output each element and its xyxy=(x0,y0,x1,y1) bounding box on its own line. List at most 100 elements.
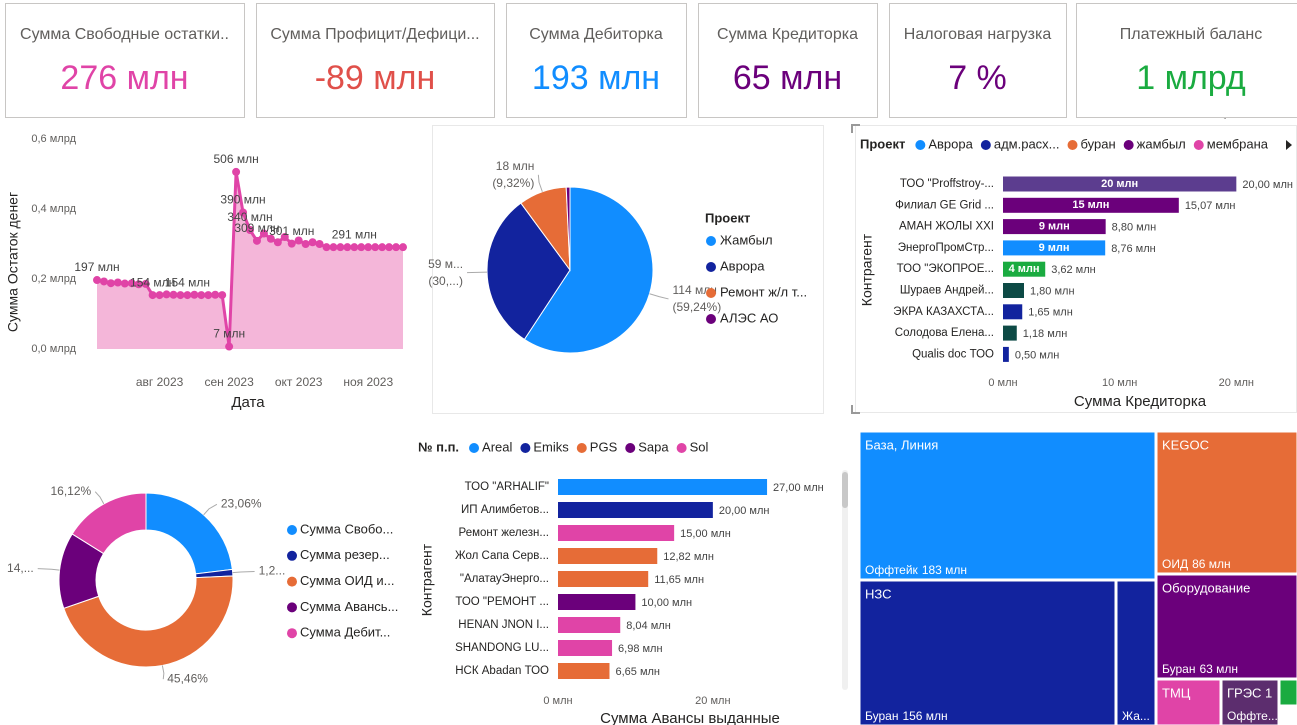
card-title: Сумма Свободные остатки.. xyxy=(20,26,229,43)
bar xyxy=(1003,176,1237,192)
point xyxy=(294,236,303,245)
legend-marker xyxy=(706,288,716,298)
data-label: 10,00 млн xyxy=(641,597,692,609)
point xyxy=(266,234,275,243)
legend-marker xyxy=(676,443,687,453)
point xyxy=(239,208,248,217)
legend-marker xyxy=(520,443,531,453)
card-title: Сумма Дебиторка xyxy=(529,26,663,43)
data-label-percent: (9,32%) xyxy=(492,176,534,190)
card-title: Налоговая нагрузка xyxy=(904,26,1052,43)
bar xyxy=(558,525,675,541)
leader-line xyxy=(537,174,543,192)
data-label: 15,07 млн xyxy=(1185,200,1236,212)
card-frame xyxy=(5,3,245,118)
selection-corners xyxy=(851,124,860,414)
point xyxy=(134,280,143,289)
point xyxy=(343,243,352,252)
point xyxy=(141,279,150,288)
category-label: АМАН ЖОЛЫ XXI xyxy=(899,221,994,233)
bar-inner-label: 15 млн xyxy=(1072,199,1109,211)
point xyxy=(190,290,199,299)
data-label: 301 млн xyxy=(269,224,314,238)
data-label: 14,... xyxy=(7,561,34,575)
category-label: ТОО "Proffstroy-... xyxy=(900,178,994,190)
tile-name: Буран xyxy=(1162,662,1195,676)
card-title: Сумма Профицит/Дефици... xyxy=(270,26,479,43)
x-tick-label: 0 млн xyxy=(543,695,572,707)
card-frame xyxy=(256,3,495,118)
point xyxy=(218,291,227,300)
data-label: 1,18 млн xyxy=(1023,328,1068,340)
tile-label: Жа... xyxy=(1122,709,1150,723)
legend-marker xyxy=(287,525,297,535)
legend-label: Сумма резер... xyxy=(300,547,390,562)
data-label: 8,04 млн xyxy=(626,620,671,632)
category-label: Ремонт железн... xyxy=(459,527,549,539)
point xyxy=(322,243,331,252)
data-label: 8,80 млн xyxy=(1112,222,1157,234)
data-label: 18 млн xyxy=(496,159,535,173)
category-label: НСК Abadan ТОО xyxy=(455,665,549,677)
point xyxy=(204,291,213,300)
kpi-card: Сумма Свободные остатки.. 276 млн xyxy=(5,3,245,118)
point xyxy=(169,290,178,299)
data-label: 6,98 млн xyxy=(618,643,663,655)
group-label: Оборудование xyxy=(1162,580,1250,595)
point xyxy=(148,291,157,300)
data-label: 12,82 млн xyxy=(663,551,714,563)
legend-title: Проект xyxy=(860,136,905,151)
donut-slice xyxy=(71,492,147,555)
treemap-tile xyxy=(1116,580,1156,725)
scrollbar-thumb[interactable] xyxy=(842,472,848,508)
bar-inner-label: 4 млн xyxy=(1009,263,1040,275)
data-label: 506 млн xyxy=(213,152,258,166)
point xyxy=(162,290,171,299)
point xyxy=(280,233,289,241)
bar xyxy=(558,594,636,610)
bar xyxy=(558,640,613,656)
scrollbar-track[interactable] xyxy=(842,470,848,690)
point xyxy=(197,291,206,300)
kpi-card: Сумма Профицит/Дефици... -89 млн xyxy=(256,3,495,118)
data-label: 15,00 млн xyxy=(680,528,731,540)
tile-name: Оффте... xyxy=(1227,709,1278,723)
treemap-tile xyxy=(1156,574,1297,679)
legend-marker xyxy=(706,314,716,324)
data-label: 1,65 млн xyxy=(1028,307,1073,319)
tile-label: Оффте... xyxy=(1227,709,1278,723)
x-tick-label: 10 млн xyxy=(1102,377,1137,389)
treemap-tile xyxy=(859,580,1116,725)
x-tick-label: 20 млн xyxy=(1219,377,1254,389)
card-title: Сумма Кредиторка xyxy=(717,26,858,43)
treemap-tile xyxy=(1279,679,1297,706)
point xyxy=(301,240,310,248)
point xyxy=(259,229,268,238)
kpi-card: Платежный баланс 1 млрд xyxy=(1076,3,1297,118)
leader-line xyxy=(649,293,669,300)
point xyxy=(99,277,108,286)
group-label: База, Линия xyxy=(865,437,938,452)
tile-label: Буран 156 млн xyxy=(865,709,948,723)
bar xyxy=(1003,261,1046,277)
x-tick-label: авг 2023 xyxy=(136,375,184,389)
legend-next[interactable] xyxy=(1286,140,1292,150)
x-tick-label: 0 млн xyxy=(988,377,1017,389)
leader-line xyxy=(232,571,255,574)
legend-marker xyxy=(625,443,636,453)
x-axis-title: Сумма Авансы выданные xyxy=(600,710,780,725)
tile-value: 63 млн xyxy=(1199,662,1238,676)
legend-label: мембрана xyxy=(1207,136,1269,151)
treemap-tile xyxy=(1156,679,1221,725)
data-label: 6,65 млн xyxy=(615,666,660,678)
treemap-tile xyxy=(859,431,1156,580)
pie-slice xyxy=(565,186,571,271)
treemap-tile xyxy=(1221,679,1279,725)
point xyxy=(364,243,373,252)
category-label: Филиал GE Grid ... xyxy=(895,199,994,211)
legend-title: № п.п. xyxy=(418,439,459,454)
legend-marker xyxy=(287,628,297,639)
point xyxy=(252,236,261,245)
point xyxy=(315,240,324,248)
bar-inner-label: 20 млн xyxy=(1101,178,1138,190)
